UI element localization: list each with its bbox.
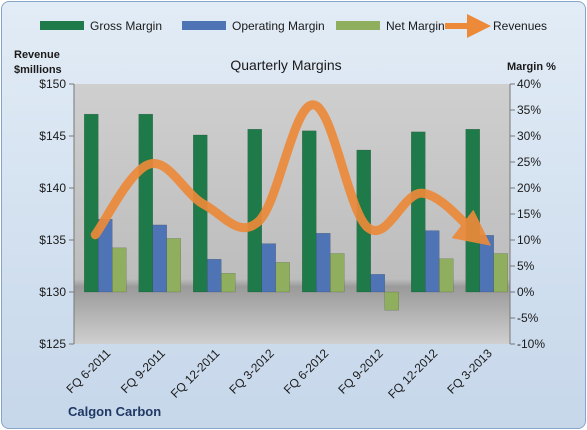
bar-operating-margin [152, 224, 167, 293]
x-tick-label: FQ 3-2013 [444, 346, 495, 397]
bar-series [84, 113, 508, 311]
x-tick-label: FQ 6-2011 [64, 346, 114, 396]
legend-label: Operating Margin [232, 19, 325, 33]
bar-gross-margin [193, 134, 208, 293]
right-tick-label: 30% [517, 129, 541, 143]
left-axis-title-line2: $millions [14, 64, 62, 76]
bar-net-margin [166, 238, 181, 293]
right-tick-label: 0% [517, 285, 535, 299]
left-tick-label: $150 [39, 77, 66, 91]
right-tick-label: -5% [517, 311, 539, 325]
x-tick-label: FQ 9-2011 [118, 346, 168, 396]
chart-legend: Gross Margin Operating Margin Net Margin Re… [40, 14, 547, 38]
company-name: Calgon Carbon [68, 404, 161, 419]
chart-title: Quarterly Margins [230, 57, 341, 73]
bar-operating-margin [207, 258, 222, 293]
right-tick-label: 35% [517, 103, 541, 117]
revenue-line [90, 100, 492, 246]
legend-swatch [40, 21, 84, 30]
legend-label: Gross Margin [90, 19, 162, 33]
bar-operating-margin [261, 243, 276, 293]
right-axis-ticks: -10% -5% 0% 5% 10% 15% 20% 25% 30% 35% 40% [510, 77, 545, 351]
x-axis-ticks: FQ 6-2011 FQ 9-2011 FQ 12-2011 FQ 3-2012 FQ … [64, 346, 496, 401]
right-axis-title: Margin % [507, 61, 556, 73]
bar-operating-margin [479, 235, 494, 293]
bar-net-margin [330, 253, 345, 293]
left-tick-label: $145 [39, 129, 66, 143]
right-tick-label: 15% [517, 207, 541, 221]
bar-gross-margin [302, 130, 317, 293]
left-axis-title-line1: Revenue [14, 49, 60, 61]
x-tick-label: FQ 3-2012 [226, 346, 277, 397]
legend-swatch [336, 21, 380, 30]
x-tick-label: FQ 6-2012 [281, 346, 332, 397]
left-tick-label: $130 [39, 285, 66, 299]
bar-operating-margin [316, 232, 331, 293]
left-axis-ticks: $125 $130 $135 $140 $145 $150 [39, 77, 74, 351]
bar-operating-margin [370, 274, 385, 293]
bar-gross-margin [411, 131, 426, 293]
bar-net-margin [221, 273, 236, 293]
revenue-line-layer [90, 100, 492, 246]
bar-gross-margin [84, 113, 99, 293]
right-tick-label: 25% [517, 155, 541, 169]
legend-label: Revenues [493, 19, 547, 33]
right-tick-label: 5% [517, 259, 535, 273]
left-tick-label: $135 [39, 233, 66, 247]
left-tick-label: $140 [39, 181, 66, 195]
x-tick-label: FQ 12-2011 [168, 346, 223, 401]
legend-label: Net Margin [386, 19, 445, 33]
bar-gross-margin [247, 128, 262, 293]
right-tick-label: 20% [517, 181, 541, 195]
right-tick-label: 10% [517, 233, 541, 247]
right-tick-label: 40% [517, 77, 541, 91]
bar-net-margin [384, 291, 399, 311]
bar-net-margin [439, 258, 454, 293]
x-tick-label: FQ 12-2012 [385, 346, 440, 401]
bar-gross-margin [138, 113, 153, 293]
x-tick-label: FQ 9-2012 [335, 346, 386, 397]
bar-operating-margin [425, 230, 440, 293]
bar-gross-margin [465, 128, 480, 293]
bar-net-margin [112, 247, 127, 293]
legend-swatch [182, 21, 226, 30]
bar-net-margin [275, 262, 290, 293]
bar-net-margin [493, 253, 508, 293]
left-tick-label: $125 [39, 337, 66, 351]
right-tick-label: -10% [517, 337, 545, 351]
